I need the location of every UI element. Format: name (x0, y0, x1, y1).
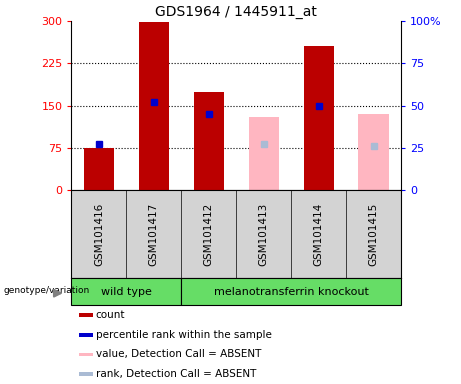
Text: value, Detection Call = ABSENT: value, Detection Call = ABSENT (95, 349, 261, 359)
Text: percentile rank within the sample: percentile rank within the sample (95, 330, 272, 340)
Bar (194, 91, 224, 190)
Bar (79, 372, 93, 376)
FancyBboxPatch shape (181, 278, 401, 305)
Bar (139, 22, 169, 190)
Bar (79, 333, 93, 337)
Text: GSM101417: GSM101417 (149, 203, 159, 266)
Text: GSM101415: GSM101415 (369, 203, 378, 266)
Text: GSM101413: GSM101413 (259, 203, 269, 266)
Bar (359, 114, 389, 190)
Bar (84, 148, 114, 190)
FancyBboxPatch shape (71, 278, 181, 305)
Bar (79, 353, 93, 356)
Text: wild type: wild type (101, 287, 152, 297)
Text: GSM101416: GSM101416 (94, 203, 104, 266)
Text: rank, Detection Call = ABSENT: rank, Detection Call = ABSENT (95, 369, 256, 379)
Text: count: count (95, 310, 125, 320)
Text: melanotransferrin knockout: melanotransferrin knockout (214, 287, 369, 297)
Bar (79, 313, 93, 317)
Bar (248, 117, 279, 190)
Text: GSM101414: GSM101414 (313, 203, 324, 266)
Text: genotype/variation: genotype/variation (4, 286, 90, 295)
Title: GDS1964 / 1445911_at: GDS1964 / 1445911_at (155, 5, 317, 19)
Bar (303, 46, 334, 190)
Text: GSM101412: GSM101412 (204, 203, 214, 266)
